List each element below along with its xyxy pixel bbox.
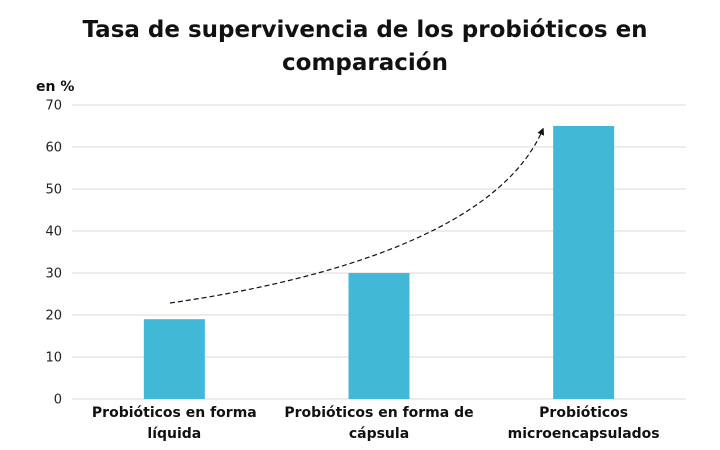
x-category-label: Probióticos microencapsulados: [508, 405, 660, 442]
x-category-label: Probióticos en forma líquida: [92, 405, 257, 442]
chart-title: Tasa de supervivencia de los probióticos…: [82, 17, 648, 76]
bar: [348, 273, 410, 399]
y-tick-label: 70: [45, 99, 62, 114]
y-tick-label: 10: [45, 351, 62, 366]
bar: [553, 126, 615, 399]
y-tick-label: 20: [45, 309, 62, 324]
y-tick-label: 40: [45, 225, 62, 240]
x-category-label: Probióticos en forma de cápsula: [284, 405, 473, 442]
y-tick-label: 0: [54, 393, 62, 408]
bar: [143, 319, 205, 399]
y-axis-label: en %: [36, 79, 75, 95]
y-tick-label: 30: [45, 267, 62, 282]
y-tick-label: 50: [45, 183, 62, 198]
trend-arrow: [169, 127, 545, 304]
y-tick-label: 60: [45, 141, 62, 156]
